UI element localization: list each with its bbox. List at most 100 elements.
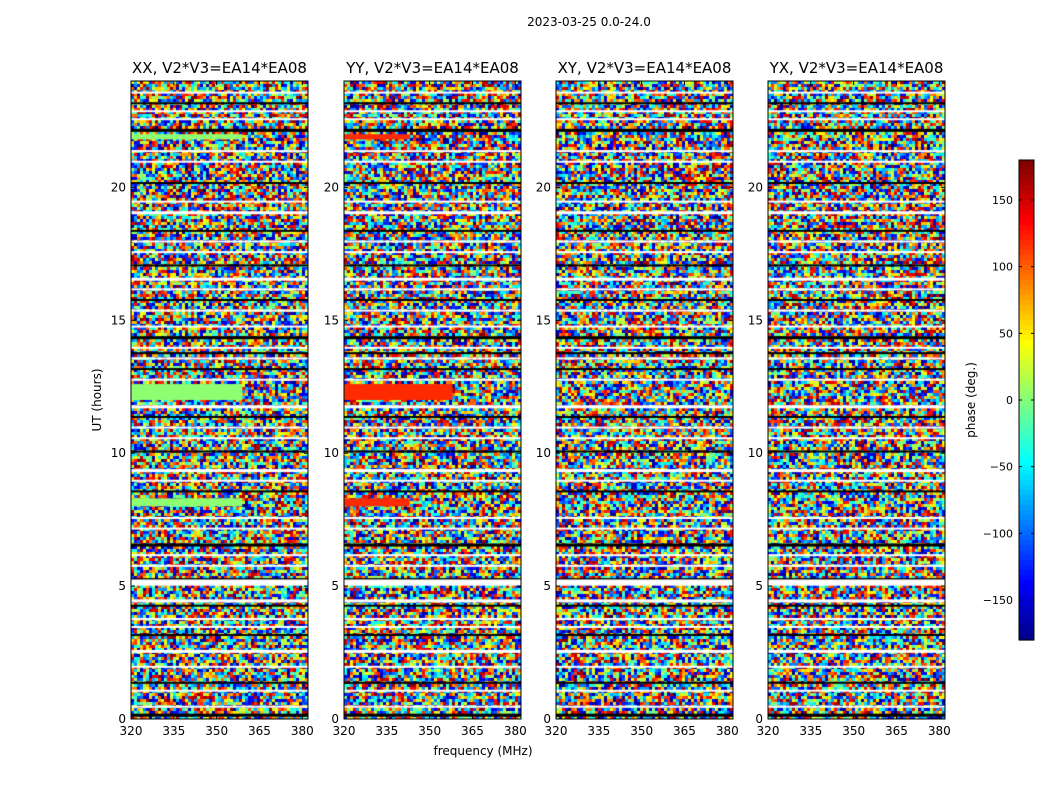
colorbar-segment: [1019, 365, 1034, 371]
colorbar-segment: [1019, 435, 1034, 441]
colorbar-segment: [1019, 205, 1034, 211]
y-tick-label: 5: [118, 579, 126, 593]
colorbar: −150 −100 −50 0 50 100 150: [983, 159, 1035, 641]
x-tick-label: 350: [842, 724, 865, 738]
colorbar-segment: [1019, 430, 1034, 436]
colorbar-segment: [1019, 340, 1034, 346]
colorbar-segment: [1019, 215, 1034, 221]
x-tick-label: 320: [120, 724, 143, 738]
y-tick-label: 15: [324, 313, 339, 327]
x-tick-label: 335: [375, 724, 398, 738]
colorbar-segment: [1019, 245, 1034, 251]
x-tick-label: 365: [885, 724, 908, 738]
colorbar-segment: [1019, 600, 1034, 606]
colorbar-segment: [1019, 610, 1034, 616]
colorbar-segment: [1019, 580, 1034, 586]
colorbar-segment: [1019, 160, 1034, 166]
panel-frame: [767, 80, 946, 720]
colorbar-segment: [1019, 325, 1034, 331]
colorbar-segment: [1019, 465, 1034, 471]
colorbar-segment: [1019, 375, 1034, 381]
colorbar-label: phase (deg.): [964, 362, 978, 438]
y-tick-label: 0: [118, 712, 126, 726]
heatmap-yx: [768, 81, 945, 719]
colorbar-segment: [1019, 310, 1034, 316]
colorbar-segment: [1019, 265, 1034, 271]
colorbar-segment: [1019, 635, 1034, 641]
colorbar-segment: [1019, 195, 1034, 201]
y-tick-label: 15: [111, 313, 126, 327]
colorbar-segment: [1019, 405, 1034, 411]
y-tick-label: 5: [755, 579, 763, 593]
x-tick-label: 365: [673, 724, 696, 738]
colorbar-segment: [1019, 450, 1034, 456]
colorbar-segment: [1019, 255, 1034, 261]
y-tick-label: 10: [536, 446, 551, 460]
colorbar-segment: [1019, 575, 1034, 581]
colorbar-segment: [1019, 520, 1034, 526]
x-tick-label: 320: [545, 724, 568, 738]
y-tick-label: 20: [748, 180, 763, 194]
x-tick-label: 320: [757, 724, 780, 738]
colorbar-segment: [1019, 480, 1034, 486]
panel-yy: YY, V2*V3=EA14*EA08 320 335 350 365 380 0 5 10 15…: [324, 59, 527, 738]
colorbar-segment: [1019, 385, 1034, 391]
x-tick-label: 380: [716, 724, 739, 738]
y-tick-label: 10: [748, 446, 763, 460]
colorbar-segment: [1019, 630, 1034, 636]
colorbar-segment: [1019, 350, 1034, 356]
colorbar-segment: [1019, 485, 1034, 491]
panel-frame: [343, 80, 522, 720]
colorbar-segment: [1019, 515, 1034, 521]
colorbar-segment: [1019, 615, 1034, 621]
colorbar-segment: [1019, 595, 1034, 601]
colorbar-segment: [1019, 235, 1034, 241]
colorbar-segment: [1019, 560, 1034, 566]
colorbar-segment: [1019, 605, 1034, 611]
colorbar-segment: [1019, 180, 1034, 186]
heatmap-canvas: [344, 81, 521, 719]
y-tick-label: 20: [536, 180, 551, 194]
colorbar-segment: [1019, 190, 1034, 196]
heatmap-xx: [131, 81, 308, 719]
colorbar-segment: [1019, 510, 1034, 516]
colorbar-segment: [1019, 295, 1034, 301]
colorbar-segment: [1019, 250, 1034, 256]
y-tick-label: 20: [324, 180, 339, 194]
panel-yx: YX, V2*V3=EA14*EA08 320 335 350 365 380 0 5 10 15…: [748, 59, 951, 738]
colorbar-segment: [1019, 380, 1034, 386]
x-tick-label: 350: [418, 724, 441, 738]
colorbar-segment: [1019, 555, 1034, 561]
colorbar-segment: [1019, 400, 1034, 406]
y-tick-label: 5: [331, 579, 339, 593]
colorbar-segment: [1019, 200, 1034, 206]
y-tick-label: 15: [536, 313, 551, 327]
colorbar-segment: [1019, 230, 1034, 236]
y-tick-label: 15: [748, 313, 763, 327]
panel-xx: XX, V2*V3=EA14*EA08 320 335 350 365 380 0 5 10 15…: [111, 59, 314, 738]
colorbar-segment: [1019, 420, 1034, 426]
colorbar-segment: [1019, 290, 1034, 296]
x-tick-label: 335: [162, 724, 185, 738]
colorbar-segment: [1019, 620, 1034, 626]
colorbar-segment: [1019, 220, 1034, 226]
figure-suptitle: 2023-03-25 0.0-24.0: [527, 15, 651, 29]
colorbar-segment: [1019, 545, 1034, 551]
x-tick-label: 380: [504, 724, 527, 738]
y-tick-label: 20: [111, 180, 126, 194]
colorbar-segment: [1019, 370, 1034, 376]
x-axis-label: frequency (MHz): [433, 744, 532, 758]
colorbar-segment: [1019, 540, 1034, 546]
colorbar-segment: [1019, 495, 1034, 501]
heatmap-canvas: [556, 81, 733, 719]
colorbar-segment: [1019, 570, 1034, 576]
colorbar-segment: [1019, 490, 1034, 496]
panel-title: XX, V2*V3=EA14*EA08: [132, 59, 307, 77]
colorbar-segment: [1019, 320, 1034, 326]
heatmap-canvas: [131, 81, 308, 719]
x-tick-label: 380: [928, 724, 951, 738]
colorbar-segment: [1019, 210, 1034, 216]
y-axis-label: UT (hours): [90, 368, 104, 431]
colorbar-segment: [1019, 185, 1034, 191]
colorbar-tick-label: −150: [983, 594, 1013, 607]
